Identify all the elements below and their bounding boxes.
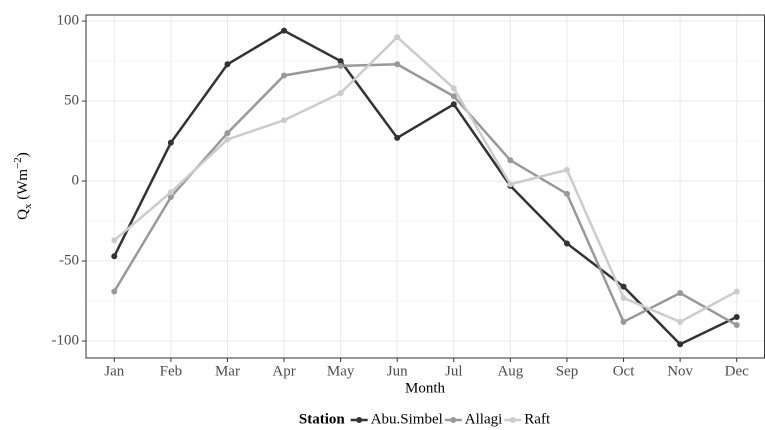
series-line [113,63,738,327]
x-tick-label: Dec [725,363,749,379]
point [450,85,457,92]
y-axis-label: Qx (Wm−2) [12,152,34,220]
y-label-part: ) [15,152,31,157]
x-tick-label: Mar [215,363,240,379]
point [281,27,288,34]
point [733,322,740,329]
point [167,139,174,146]
x-tick-label: May [327,363,355,379]
point [677,341,684,348]
y-tick-label: 0 [72,172,80,188]
x-tick-label: Feb [160,363,183,379]
y-label-sub: x [22,203,34,209]
x-tick-label: Apr [272,363,295,379]
legend-title: Station [299,411,346,427]
point [167,189,174,196]
y-tick-label: 50 [64,93,79,109]
point [111,253,118,260]
legend-key-point [450,417,457,423]
point [450,93,457,100]
point [281,117,288,124]
y-label-sup: −2 [12,157,24,169]
legend: Station Abu.Simbel Allagi Raft [299,411,551,427]
x-tick-label: Nov [667,363,693,379]
point [620,318,627,325]
y-tick-label: 100 [57,13,80,29]
legend-key-point [509,417,516,423]
point [337,90,344,97]
x-tick-label: Aug [497,363,523,379]
x-axis-label: Month [405,380,446,396]
legend-key-point [356,417,363,423]
plot-border [85,14,765,359]
legend-label: Abu.Simbel [371,411,443,427]
legend-label: Allagi [465,411,503,427]
point [394,61,401,68]
point [563,240,570,247]
point [224,130,231,137]
legend-label: Raft [524,411,551,427]
point [733,288,740,295]
point [733,314,740,321]
point [563,190,570,197]
point [507,157,514,164]
point [677,318,684,325]
x-tick-label: Oct [613,363,635,379]
y-label-part: (Wm [15,169,31,204]
series-line [113,29,738,346]
y-tick-label: -50 [59,252,79,268]
y-label-part: Q [15,209,31,220]
point [337,62,344,69]
point [620,294,627,301]
point [450,101,457,108]
point [563,166,570,173]
point [111,237,118,244]
point [507,181,514,188]
point [394,134,401,141]
x-tick-label: Jul [445,363,463,379]
point [224,61,231,68]
point [677,290,684,297]
point [620,283,627,290]
series-line [113,35,738,324]
point [167,194,174,201]
x-tick-label: Jan [104,363,124,379]
point [224,136,231,143]
x-tick-label: Jun [387,363,408,379]
x-tick-label: Sep [556,363,579,379]
point [111,288,118,295]
point [394,34,401,41]
point [281,72,288,79]
point [337,58,344,65]
y-tick-label: -100 [52,332,80,348]
